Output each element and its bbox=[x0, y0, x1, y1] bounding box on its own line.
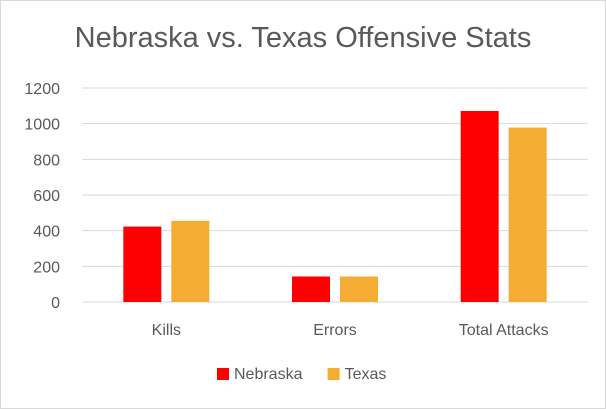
y-tick-label: 1000 bbox=[24, 117, 60, 134]
bar-nebraska-total-attacks bbox=[460, 111, 499, 302]
y-tick-label: 800 bbox=[33, 152, 60, 169]
legend-label-texas: Texas bbox=[345, 366, 387, 383]
bar-nebraska-errors bbox=[292, 276, 330, 302]
y-tick-label: 400 bbox=[33, 224, 60, 241]
legend: Nebraska Texas bbox=[217, 366, 386, 383]
x-tick-label: Errors bbox=[313, 322, 357, 339]
bar-nebraska-kills bbox=[123, 226, 162, 302]
bar-texas-kills bbox=[171, 220, 210, 302]
y-tick-label: 1200 bbox=[24, 81, 60, 98]
y-tick-label: 600 bbox=[33, 188, 60, 205]
gridlines bbox=[82, 87, 588, 303]
bars bbox=[123, 111, 547, 302]
y-tick-label: 0 bbox=[51, 295, 60, 312]
y-axis-tick-labels: 0 200 400 600 800 1000 1200 bbox=[24, 81, 60, 312]
x-tick-label: Total Attacks bbox=[459, 322, 549, 339]
legend-swatch-nebraska bbox=[217, 368, 229, 380]
x-axis-tick-labels: Kills Errors Total Attacks bbox=[152, 322, 549, 339]
y-tick-label: 200 bbox=[33, 259, 60, 276]
bar-texas-total-attacks bbox=[508, 127, 547, 302]
bar-texas-errors bbox=[340, 276, 378, 302]
chart-title: Nebraska vs. Texas Offensive Stats bbox=[74, 22, 532, 54]
legend-swatch-texas bbox=[327, 368, 340, 380]
x-tick-label: Kills bbox=[152, 322, 181, 339]
legend-label-nebraska: Nebraska bbox=[234, 366, 303, 383]
